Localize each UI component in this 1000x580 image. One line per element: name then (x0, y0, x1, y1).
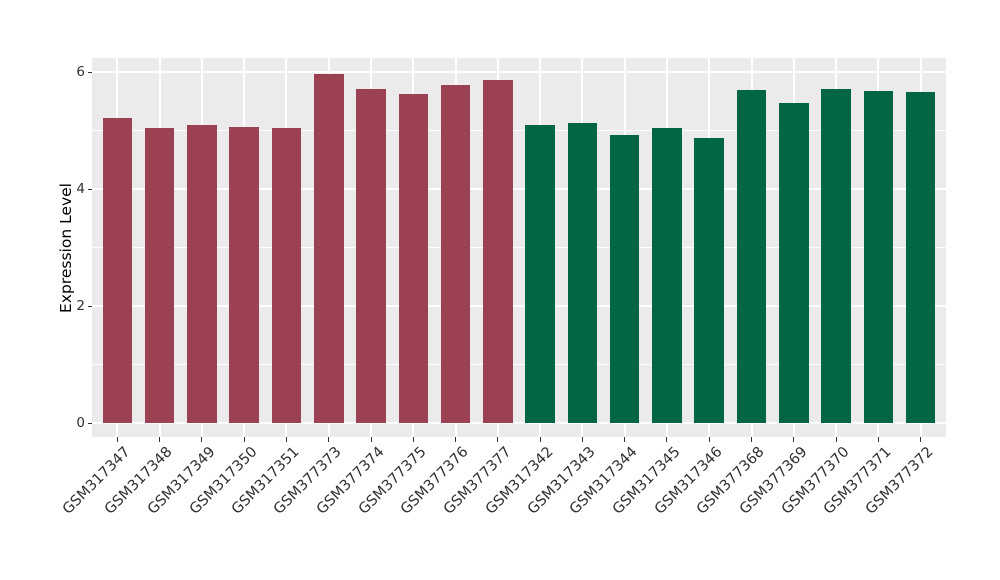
x-tick-mark (666, 437, 668, 442)
minor-gridline (92, 364, 946, 366)
y-tick-mark (87, 188, 92, 190)
bar (356, 88, 386, 423)
bar (821, 89, 851, 423)
bar (483, 80, 513, 423)
plot-panel (92, 58, 946, 437)
x-tick-mark (497, 437, 499, 442)
x-tick-mark (328, 437, 330, 442)
bar (609, 134, 640, 423)
y-axis-title: Expression Level (57, 182, 75, 313)
y-tick-label: 2 (76, 298, 85, 315)
bar (398, 93, 429, 423)
x-tick-mark (455, 437, 457, 442)
x-tick-mark (920, 437, 922, 442)
major-gridline (92, 422, 946, 424)
x-tick-mark (285, 437, 287, 442)
bar (229, 127, 259, 423)
x-tick-mark (624, 437, 626, 442)
bar (863, 91, 894, 423)
minor-gridline (92, 247, 946, 249)
x-tick-mark (751, 437, 753, 442)
bar (652, 127, 682, 423)
y-tick-mark (87, 71, 92, 73)
bar (525, 124, 555, 423)
bar (694, 137, 725, 423)
bar (736, 90, 767, 423)
bar (905, 92, 936, 423)
bar (313, 74, 344, 423)
x-tick-mark (581, 437, 583, 442)
x-tick-mark (412, 437, 414, 442)
x-tick-mark (835, 437, 837, 442)
x-tick-mark (370, 437, 372, 442)
x-tick-mark (243, 437, 245, 442)
bar (567, 123, 598, 423)
y-tick-label: 4 (76, 181, 85, 198)
x-tick-mark (201, 437, 203, 442)
y-tick-label: 6 (76, 64, 85, 81)
major-gridline (92, 305, 946, 308)
bar (187, 125, 217, 423)
major-gridline (92, 71, 946, 74)
x-tick-mark (793, 437, 795, 442)
major-gridline (92, 188, 946, 191)
x-tick-mark (539, 437, 541, 442)
bar (144, 128, 175, 423)
bar (102, 118, 133, 423)
y-tick-mark (87, 305, 92, 307)
bar (440, 85, 471, 423)
x-tick-mark (116, 437, 118, 442)
y-tick-mark (87, 422, 92, 424)
bar (779, 102, 809, 423)
bar (271, 127, 302, 423)
x-tick-mark (708, 437, 710, 442)
x-tick-mark (159, 437, 161, 442)
x-tick-mark (877, 437, 879, 442)
y-tick-label: 0 (76, 415, 85, 431)
minor-gridline (92, 130, 946, 132)
